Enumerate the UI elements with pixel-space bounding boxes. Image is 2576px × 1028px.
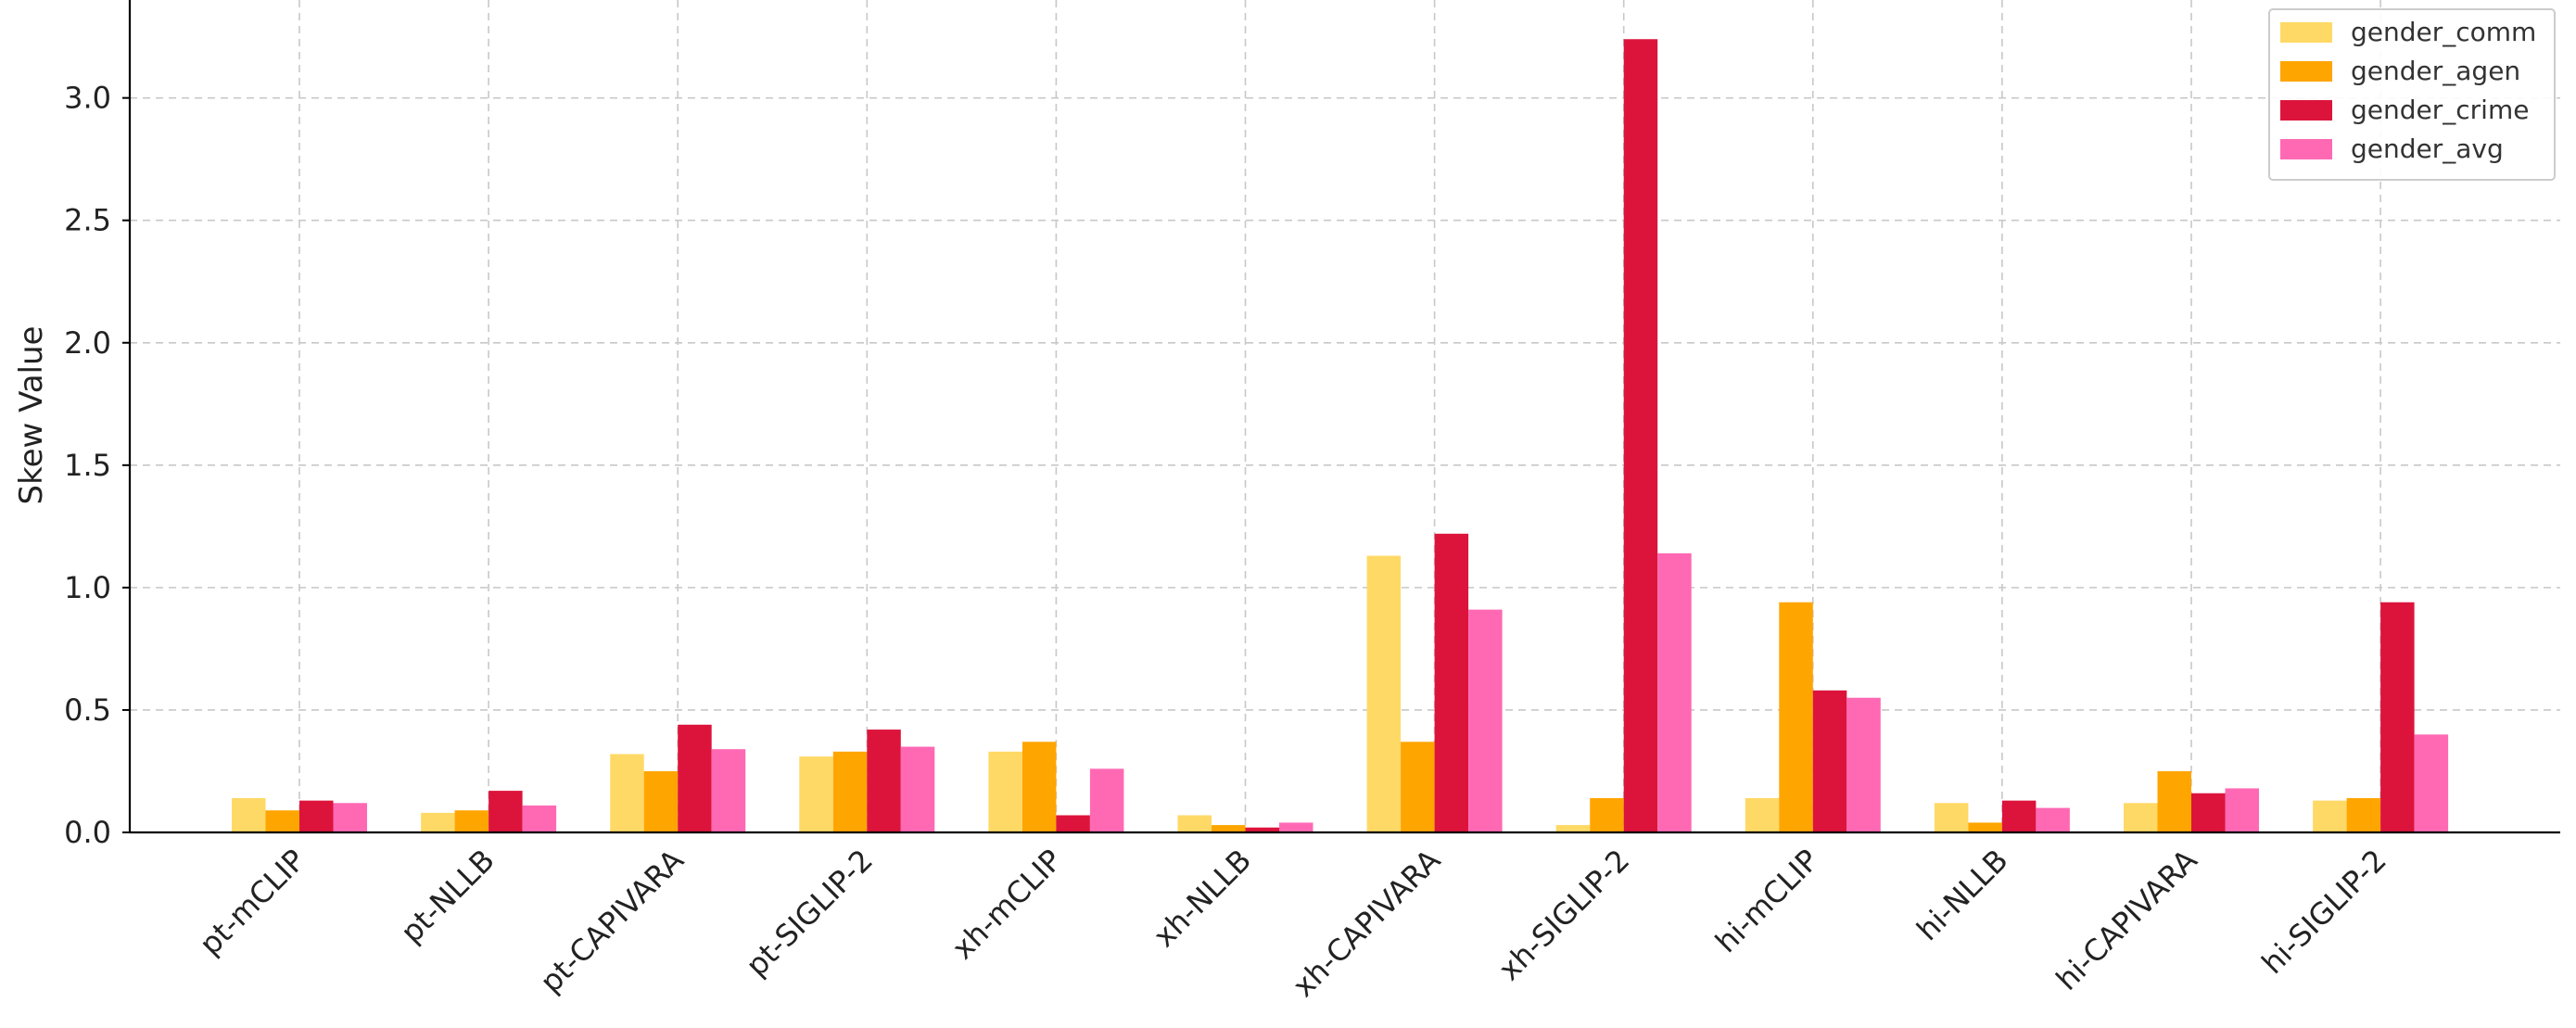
x-tick-label: xh-NLLB xyxy=(1147,843,1258,954)
legend: gender_comm gender_agen gender_crimegender… xyxy=(2268,8,2556,181)
bar-gender_avg-pt-SIGLIP-2 xyxy=(900,746,935,832)
bar-gender_comm-hi-CAPIVARA xyxy=(2124,803,2158,832)
y-tick-label: 1.0 xyxy=(64,570,111,605)
bar-gender_crime-xh-NLLB xyxy=(1245,827,1279,832)
y-tick-label: 1.5 xyxy=(64,448,111,483)
x-tick-label: hi-SIGLIP-2 xyxy=(2255,843,2393,981)
bar-gender_comm-pt-CAPIVARA xyxy=(610,754,644,832)
legend-label: gender_comm xyxy=(2351,17,2536,47)
legend-label: gender_agen xyxy=(2351,56,2520,86)
x-tick-label: pt-CAPIVARA xyxy=(533,843,691,1000)
y-axis-label: Skew Value xyxy=(13,326,50,505)
bar-gender_avg-hi-NLLB xyxy=(2036,807,2070,832)
bar-gender_crime-pt-SIGLIP-2 xyxy=(867,730,901,832)
bar-gender_avg-pt-CAPIVARA xyxy=(711,749,746,832)
bar-gender_avg-xh-NLLB xyxy=(1279,822,1313,832)
y-tick-label: 0.0 xyxy=(64,815,111,850)
y-tick-label: 3.0 xyxy=(64,81,111,116)
bar-gender_avg-pt-NLLB xyxy=(522,805,557,832)
bar-gender_avg-hi-SIGLIP-2 xyxy=(2414,734,2449,832)
bar-gender_crime-hi-SIGLIP-2 xyxy=(2380,602,2415,832)
bar-gender_agen-pt-SIGLIP-2 xyxy=(832,751,868,832)
bar-gender_agen-pt-CAPIVARA xyxy=(643,770,679,832)
bar-gender_comm-hi-NLLB xyxy=(1934,803,1969,832)
x-tick-label: hi-CAPIVARA xyxy=(2049,843,2204,997)
bar-gender_avg-xh-CAPIVARA xyxy=(1468,609,1503,832)
bar-gender_comm-xh-CAPIVARA xyxy=(1366,555,1402,832)
bar-gender_comm-xh-mCLIP xyxy=(988,751,1022,832)
axes xyxy=(122,0,2560,834)
bar-gender_agen-hi-mCLIP xyxy=(1779,602,1813,832)
bar-gender_agen-xh-CAPIVARA xyxy=(1401,742,1435,832)
bars xyxy=(232,39,2449,832)
bar-gender_comm-xh-NLLB xyxy=(1177,815,1212,832)
legend-label: gender_crime xyxy=(2351,95,2529,125)
bar-gender_agen-hi-NLLB xyxy=(1968,822,2002,832)
bar-gender_crime-pt-mCLIP xyxy=(299,800,334,832)
bar-gender_comm-hi-mCLIP xyxy=(1745,798,1780,832)
y-tick-label: 2.5 xyxy=(64,203,111,238)
bar-gender_avg-hi-CAPIVARA xyxy=(2225,788,2259,832)
bar-gender_crime-pt-NLLB xyxy=(489,791,523,832)
x-tick-label: pt-NLLB xyxy=(394,843,501,950)
x-tick-label: xh-SIGLIP-2 xyxy=(1491,843,1636,987)
bar-gender_agen-pt-mCLIP xyxy=(265,810,299,832)
y-tick-labels: 0.0 0.5 1.0 1.5 2.0 2.5 3.0 xyxy=(64,81,111,850)
x-tick-label: xh-CAPIVARA xyxy=(1286,843,1447,1004)
bar-gender_crime-hi-NLLB xyxy=(2001,800,2037,832)
bar-gender_comm-pt-SIGLIP-2 xyxy=(799,756,833,832)
bar-gender_agen-hi-CAPIVARA xyxy=(2157,770,2191,832)
y-tick-label: 2.0 xyxy=(64,325,111,361)
bar-gender_avg-pt-mCLIP xyxy=(333,803,367,832)
bar-gender_agen-hi-SIGLIP-2 xyxy=(2346,798,2381,832)
bar-gender_avg-xh-mCLIP xyxy=(1089,768,1124,832)
bar-gender_agen-xh-SIGLIP-2 xyxy=(1590,798,1624,832)
bar-gender_crime-hi-mCLIP xyxy=(1812,690,1847,832)
x-tick-labels: pt-mCLIP pt-NLLB pt-CAPIVARA pt-SIGLIP-2 xh-… xyxy=(193,843,2393,1004)
x-tick-label: hi-NLLB xyxy=(1910,843,2014,947)
bar-gender_crime-xh-mCLIP xyxy=(1056,815,1090,832)
legend-box xyxy=(2268,8,2556,181)
bar-gender_crime-pt-CAPIVARA xyxy=(678,724,712,832)
legend-swatch xyxy=(2280,139,2332,159)
bar-gender_comm-hi-SIGLIP-2 xyxy=(2313,800,2347,832)
bar-gender_agen-xh-mCLIP xyxy=(1022,742,1057,832)
bar-gender_agen-pt-NLLB xyxy=(454,810,489,832)
bar-gender_comm-pt-NLLB xyxy=(421,812,455,832)
legend-label: gender_avg xyxy=(2351,133,2504,164)
x-tick-label: pt-mCLIP xyxy=(193,843,312,962)
grid xyxy=(130,0,2560,832)
bar-gender_comm-pt-mCLIP xyxy=(232,798,266,832)
bar-gender_crime-hi-CAPIVARA xyxy=(2191,793,2226,832)
y-tick-label: 0.5 xyxy=(64,692,111,728)
bar-gender_agen-xh-NLLB xyxy=(1212,825,1246,832)
legend-swatch xyxy=(2280,100,2332,121)
x-tick-label: hi-mCLIP xyxy=(1708,843,1825,959)
bar-gender_avg-xh-SIGLIP-2 xyxy=(1657,552,1692,832)
bar-gender_crime-xh-CAPIVARA xyxy=(1434,533,1469,832)
bar-gender_crime-xh-SIGLIP-2 xyxy=(1623,39,1658,832)
x-tick-label: pt-SIGLIP-2 xyxy=(739,843,880,984)
bar-gender_comm-xh-SIGLIP-2 xyxy=(1555,825,1591,832)
bar-gender_avg-hi-mCLIP xyxy=(1846,697,1881,832)
legend-swatch xyxy=(2280,61,2332,82)
legend-swatch xyxy=(2280,22,2332,43)
x-tick-label: xh-mCLIP xyxy=(945,843,1070,967)
